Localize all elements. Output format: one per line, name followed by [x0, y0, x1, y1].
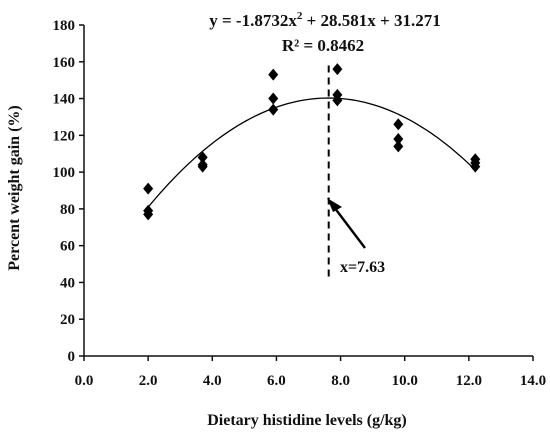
x-tick-label: 4.0 — [203, 373, 222, 389]
axes — [83, 25, 533, 357]
data-point-diamond — [393, 140, 404, 153]
fit-curve — [147, 97, 476, 208]
x-tick-label: 0.0 — [75, 373, 94, 389]
x-tick-group: 0.0 2.0 4.0 6.0 8.0 10.0 12.0 14.0 — [75, 356, 546, 389]
y-tick-label: 180 — [53, 18, 76, 34]
x-tick-label: 8.0 — [331, 373, 350, 389]
x-axis-title: Dietary histidine levels (g/kg) — [207, 412, 407, 429]
r-squared-label: R² = 0.8462 — [282, 36, 364, 55]
data-point-diamond — [393, 133, 404, 146]
y-tick-label: 40 — [60, 275, 75, 291]
data-point-diamond — [332, 94, 343, 107]
arrow-head — [327, 198, 342, 212]
y-tick-label: 60 — [60, 239, 75, 255]
optimum-arrow — [327, 198, 366, 249]
x-tick-label: 10.0 — [392, 373, 418, 389]
data-point-diamond — [197, 160, 208, 173]
data-points — [143, 63, 481, 221]
x-tick-label: 2.0 — [139, 373, 158, 389]
y-tick-group: 0 20 40 60 80 100 120 140 160 180 — [53, 18, 84, 365]
data-point-diamond — [268, 92, 279, 105]
y-tick-label: 0 — [68, 349, 76, 365]
data-point-diamond — [268, 68, 279, 81]
y-tick-label: 140 — [53, 92, 76, 108]
optimum-label: x=7.63 — [340, 259, 385, 276]
data-point-diamond — [470, 160, 481, 173]
y-tick-label: 80 — [60, 202, 75, 218]
arrow-shaft — [330, 202, 366, 249]
x-tick-label: 14.0 — [520, 373, 546, 389]
x-tick-label: 12.0 — [456, 373, 482, 389]
equation-label: y = -1.8732x2 + 28.581x + 31.271 — [209, 10, 440, 30]
data-point-diamond — [268, 103, 279, 116]
data-point-diamond — [332, 63, 343, 76]
data-point-diamond — [143, 208, 154, 221]
data-point-diamond — [143, 182, 154, 195]
y-tick-label: 160 — [53, 55, 76, 71]
y-tick-label: 20 — [60, 312, 75, 328]
data-point-diamond — [393, 118, 404, 131]
x-tick-label: 6.0 — [267, 373, 286, 389]
y-axis-title: Percent weight gain (%) — [6, 105, 23, 270]
data-point-diamond — [197, 151, 208, 164]
y-tick-label: 100 — [53, 165, 76, 181]
y-tick-label: 120 — [53, 128, 76, 144]
